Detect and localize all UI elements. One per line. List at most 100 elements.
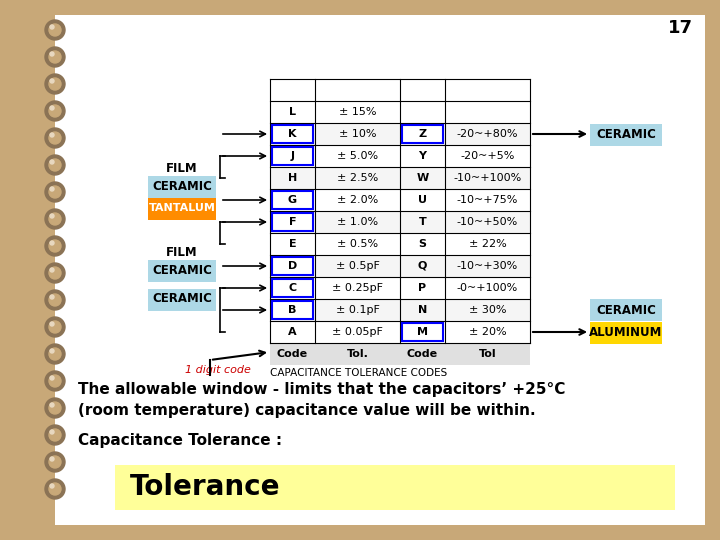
- Circle shape: [49, 402, 61, 414]
- Bar: [270, 101, 530, 123]
- Text: Tol: Tol: [479, 349, 496, 359]
- Text: CERAMIC: CERAMIC: [152, 293, 212, 306]
- Circle shape: [45, 182, 65, 202]
- Circle shape: [45, 74, 65, 94]
- Text: 1 digit code: 1 digit code: [185, 365, 251, 375]
- Bar: [148, 260, 216, 282]
- Circle shape: [49, 483, 61, 495]
- Circle shape: [45, 371, 65, 391]
- Bar: [148, 289, 216, 311]
- Circle shape: [50, 484, 54, 488]
- Text: -10~+100%: -10~+100%: [454, 173, 521, 183]
- Circle shape: [50, 268, 54, 272]
- Circle shape: [50, 187, 54, 191]
- Bar: [270, 211, 530, 233]
- Text: Tol.: Tol.: [346, 349, 369, 359]
- Circle shape: [50, 52, 54, 56]
- Bar: [590, 124, 662, 146]
- Text: 17: 17: [667, 19, 693, 37]
- Text: CERAMIC: CERAMIC: [596, 303, 656, 316]
- Bar: [270, 343, 530, 365]
- Bar: [270, 233, 530, 255]
- Text: A: A: [288, 327, 297, 337]
- Text: ± 30%: ± 30%: [469, 305, 506, 315]
- Circle shape: [49, 105, 61, 117]
- Circle shape: [50, 295, 54, 299]
- Text: Z: Z: [418, 129, 426, 139]
- Text: CERAMIC: CERAMIC: [152, 179, 212, 192]
- Bar: [270, 321, 530, 343]
- Text: ± 2.5%: ± 2.5%: [337, 173, 378, 183]
- Text: TANTALUM: TANTALUM: [148, 203, 215, 213]
- Text: Code: Code: [407, 349, 438, 359]
- Bar: [272, 279, 313, 297]
- Circle shape: [45, 263, 65, 283]
- Text: Code: Code: [277, 349, 308, 359]
- Circle shape: [49, 132, 61, 144]
- Text: ± 20%: ± 20%: [469, 327, 506, 337]
- Bar: [590, 322, 662, 344]
- Bar: [270, 167, 530, 189]
- Circle shape: [49, 78, 61, 90]
- Circle shape: [50, 430, 54, 434]
- Bar: [270, 145, 530, 167]
- Bar: [590, 299, 662, 321]
- Circle shape: [49, 429, 61, 441]
- Circle shape: [49, 321, 61, 333]
- Text: S: S: [418, 239, 426, 249]
- Circle shape: [45, 128, 65, 148]
- Bar: [148, 198, 216, 220]
- Bar: [272, 257, 313, 275]
- Bar: [272, 213, 313, 231]
- Circle shape: [50, 457, 54, 461]
- Bar: [115, 465, 675, 510]
- Bar: [272, 147, 313, 165]
- Bar: [402, 125, 443, 143]
- Text: ± 0.25pF: ± 0.25pF: [332, 283, 383, 293]
- Text: FILM: FILM: [166, 246, 198, 259]
- Text: ± 22%: ± 22%: [469, 239, 506, 249]
- Text: P: P: [418, 283, 426, 293]
- Circle shape: [45, 452, 65, 472]
- Text: ± 10%: ± 10%: [338, 129, 377, 139]
- Text: -0~+100%: -0~+100%: [457, 283, 518, 293]
- Text: F: F: [289, 217, 296, 227]
- Circle shape: [45, 47, 65, 67]
- Circle shape: [50, 25, 54, 29]
- Text: ALUMINUM: ALUMINUM: [589, 326, 662, 339]
- Circle shape: [45, 425, 65, 445]
- Text: -20~+5%: -20~+5%: [460, 151, 515, 161]
- Circle shape: [49, 186, 61, 198]
- Bar: [272, 301, 313, 319]
- Text: -10~+30%: -10~+30%: [457, 261, 518, 271]
- Circle shape: [50, 133, 54, 137]
- Bar: [270, 299, 530, 321]
- Text: ± 2.0%: ± 2.0%: [337, 195, 378, 205]
- Text: Tolerance: Tolerance: [130, 473, 281, 501]
- Text: G: G: [288, 195, 297, 205]
- Circle shape: [49, 456, 61, 468]
- Circle shape: [50, 106, 54, 110]
- Circle shape: [45, 236, 65, 256]
- Circle shape: [49, 348, 61, 360]
- Circle shape: [50, 376, 54, 380]
- Circle shape: [49, 267, 61, 279]
- Text: T: T: [418, 217, 426, 227]
- Circle shape: [49, 375, 61, 387]
- Text: CERAMIC: CERAMIC: [152, 264, 212, 276]
- Text: FILM: FILM: [166, 161, 198, 174]
- Circle shape: [50, 79, 54, 83]
- Circle shape: [49, 213, 61, 225]
- Circle shape: [50, 214, 54, 218]
- Text: E: E: [289, 239, 297, 249]
- Text: CERAMIC: CERAMIC: [596, 127, 656, 140]
- Circle shape: [50, 160, 54, 164]
- Circle shape: [49, 240, 61, 252]
- Text: -20~+80%: -20~+80%: [456, 129, 518, 139]
- Bar: [270, 123, 530, 145]
- Text: C: C: [289, 283, 297, 293]
- Text: W: W: [416, 173, 428, 183]
- Text: ± 5.0%: ± 5.0%: [337, 151, 378, 161]
- Text: ± 0.5pF: ± 0.5pF: [336, 261, 379, 271]
- Text: B: B: [288, 305, 297, 315]
